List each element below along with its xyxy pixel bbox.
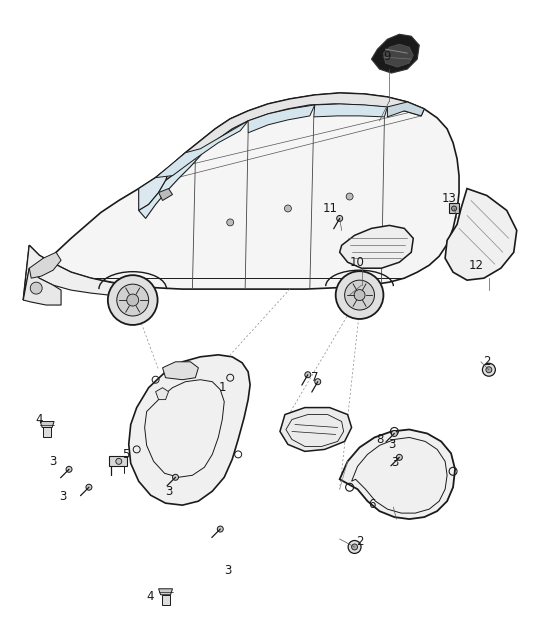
Polygon shape bbox=[23, 93, 459, 300]
Polygon shape bbox=[156, 387, 168, 399]
Text: 7: 7 bbox=[311, 371, 318, 384]
Circle shape bbox=[108, 275, 158, 325]
Circle shape bbox=[391, 430, 397, 436]
Circle shape bbox=[217, 526, 223, 532]
Polygon shape bbox=[29, 252, 61, 278]
Circle shape bbox=[284, 205, 292, 212]
Circle shape bbox=[127, 294, 138, 306]
Circle shape bbox=[396, 455, 402, 460]
Text: 2: 2 bbox=[483, 355, 490, 368]
Polygon shape bbox=[138, 166, 171, 210]
Polygon shape bbox=[138, 149, 205, 219]
Polygon shape bbox=[159, 589, 173, 595]
Polygon shape bbox=[23, 268, 61, 305]
Text: 3: 3 bbox=[225, 565, 232, 577]
Polygon shape bbox=[159, 188, 173, 200]
Circle shape bbox=[173, 474, 178, 480]
Polygon shape bbox=[23, 246, 126, 300]
Polygon shape bbox=[129, 355, 250, 505]
Polygon shape bbox=[340, 225, 413, 268]
Circle shape bbox=[346, 193, 353, 200]
Text: 3: 3 bbox=[387, 438, 395, 451]
Text: 2: 2 bbox=[356, 536, 364, 548]
Text: 3: 3 bbox=[165, 485, 172, 498]
Circle shape bbox=[482, 363, 495, 376]
Circle shape bbox=[30, 282, 42, 294]
Polygon shape bbox=[43, 428, 51, 438]
Text: 11: 11 bbox=[322, 202, 337, 215]
Polygon shape bbox=[372, 35, 419, 73]
Polygon shape bbox=[280, 408, 352, 452]
Polygon shape bbox=[384, 44, 413, 67]
Text: 3: 3 bbox=[50, 455, 57, 468]
Polygon shape bbox=[40, 421, 54, 428]
Polygon shape bbox=[248, 105, 315, 133]
Circle shape bbox=[86, 484, 92, 490]
Text: 12: 12 bbox=[469, 259, 483, 272]
Circle shape bbox=[66, 467, 72, 472]
Text: 4: 4 bbox=[147, 590, 154, 604]
Circle shape bbox=[354, 290, 365, 301]
Circle shape bbox=[452, 206, 457, 211]
Text: 6: 6 bbox=[368, 497, 376, 511]
Circle shape bbox=[352, 544, 358, 550]
Circle shape bbox=[305, 372, 311, 377]
Polygon shape bbox=[161, 595, 169, 605]
Text: 4: 4 bbox=[35, 413, 43, 426]
Circle shape bbox=[348, 541, 361, 553]
Text: 8: 8 bbox=[376, 433, 383, 446]
Polygon shape bbox=[445, 188, 517, 280]
Circle shape bbox=[344, 280, 374, 310]
Polygon shape bbox=[340, 430, 455, 519]
Circle shape bbox=[117, 284, 149, 316]
Polygon shape bbox=[166, 93, 424, 181]
Polygon shape bbox=[156, 121, 248, 178]
Polygon shape bbox=[314, 104, 387, 117]
Circle shape bbox=[336, 271, 384, 319]
Polygon shape bbox=[387, 102, 424, 117]
Text: 3: 3 bbox=[59, 490, 66, 502]
Text: 10: 10 bbox=[350, 256, 365, 269]
Polygon shape bbox=[109, 457, 127, 467]
Text: 9: 9 bbox=[384, 50, 391, 63]
Polygon shape bbox=[162, 362, 198, 380]
Polygon shape bbox=[449, 203, 459, 214]
Circle shape bbox=[227, 219, 234, 226]
Text: 13: 13 bbox=[441, 192, 457, 205]
Circle shape bbox=[486, 367, 492, 373]
Text: 1: 1 bbox=[219, 381, 226, 394]
Text: 3: 3 bbox=[391, 456, 398, 469]
Text: 5: 5 bbox=[122, 448, 130, 461]
Circle shape bbox=[315, 379, 321, 385]
Circle shape bbox=[337, 215, 343, 222]
Circle shape bbox=[116, 458, 122, 464]
